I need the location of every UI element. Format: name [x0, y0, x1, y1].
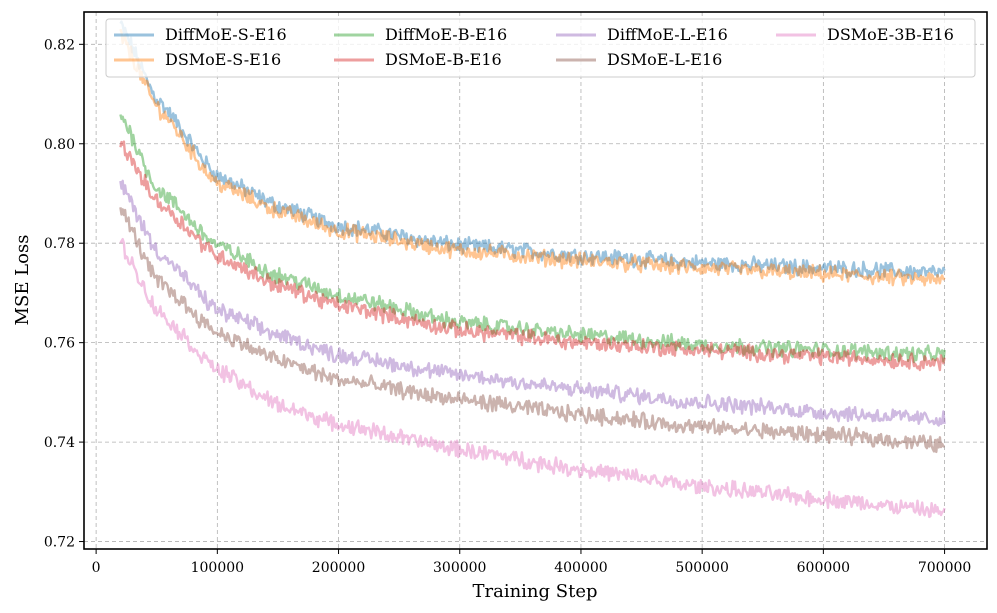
- x-tick-label: 300000: [433, 560, 486, 576]
- legend-label: DSMoE-3B-E16: [827, 25, 954, 44]
- series-line: [119, 140, 946, 372]
- y-tick-label: 0.80: [44, 137, 75, 153]
- x-tick-label: 200000: [312, 560, 365, 576]
- legend-label: DiffMoE-L-E16: [607, 25, 728, 44]
- grid: [84, 12, 987, 549]
- legend-label: DiffMoE-S-E16: [165, 25, 287, 44]
- series-line: [119, 28, 946, 287]
- plot-frame: [83, 11, 988, 550]
- y-axis: 0.72 0.74 0.76 0.78 0.80 0.82: [44, 37, 84, 551]
- series-line: [119, 238, 946, 519]
- y-tick-label: 0.72: [44, 535, 75, 551]
- series-lines: [119, 20, 946, 519]
- legend-frame: [105, 18, 976, 78]
- legend-label: DSMoE-L-E16: [607, 50, 722, 69]
- y-tick-label: 0.82: [44, 37, 75, 53]
- x-tick-label: 700000: [918, 560, 971, 576]
- legend-label: DiffMoE-B-E16: [385, 25, 507, 44]
- legend-label: DSMoE-B-E16: [385, 50, 502, 69]
- series-line: [119, 20, 946, 281]
- legend: DiffMoE-S-E16 DSMoE-S-E16 DiffMoE-B-E16 DSM…: [105, 18, 976, 78]
- x-tick-label: 500000: [675, 560, 728, 576]
- series-line: [119, 207, 945, 454]
- x-tick-label: 100000: [191, 560, 244, 576]
- y-tick-label: 0.74: [44, 435, 75, 451]
- series-line: [119, 114, 946, 364]
- x-tick-label: 400000: [554, 560, 607, 576]
- x-tick-label: 600000: [797, 560, 850, 576]
- legend-label: DSMoE-S-E16: [165, 50, 281, 69]
- y-axis-title: MSE Loss: [12, 235, 33, 326]
- y-tick-label: 0.76: [44, 336, 75, 352]
- x-axis-title: Training Step: [472, 581, 597, 602]
- series-line: [119, 179, 946, 427]
- y-tick-label: 0.78: [44, 236, 75, 252]
- x-tick-label: 0: [92, 560, 101, 576]
- x-axis: 0 100000 200000 300000 400000 500000 600000 700…: [92, 549, 971, 576]
